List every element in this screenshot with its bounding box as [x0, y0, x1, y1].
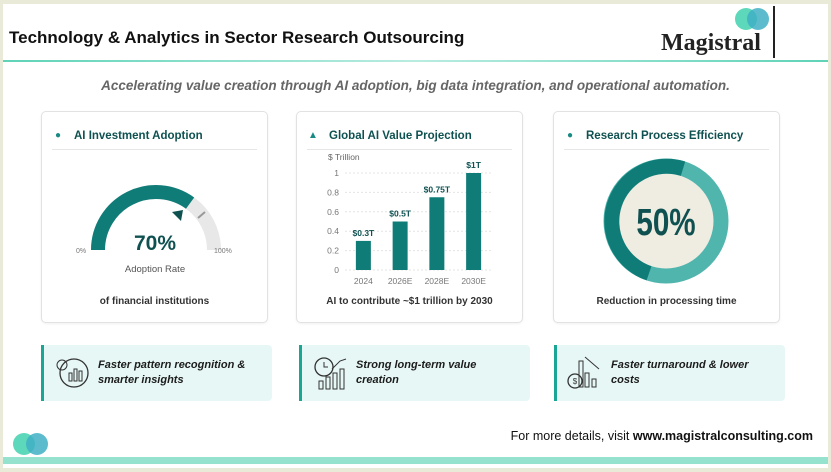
gauge-min-label: 0%	[76, 248, 86, 255]
data-label: $0.5T	[389, 209, 412, 219]
gauge-value: 70%	[134, 232, 176, 255]
card-title: AI Investment Adoption	[74, 129, 203, 142]
highlight-text: Strong long-term value creation	[356, 359, 477, 386]
highlight-pattern-recognition: Faster pattern recognition & smarter ins…	[41, 345, 272, 401]
footer-more-details: For more details, visit www.magistralcon…	[511, 429, 813, 443]
footer-prefix: For more details, visit	[510, 429, 633, 443]
donut-value: 50%	[636, 202, 695, 244]
card-ai-investment-adoption: ● AI Investment Adoption 70% Adoption Rat…	[41, 111, 268, 323]
y-tick-label: 0.6	[327, 207, 339, 217]
droplet-icon: ●	[566, 130, 574, 141]
highlight-text: Faster pattern recognition & smarter ins…	[98, 359, 246, 386]
logo-circle-blue	[747, 8, 769, 30]
highlight-text: Faster turnaround & lower costs	[611, 359, 749, 386]
data-label: $0.3T	[353, 228, 376, 238]
gauge-marker	[172, 210, 183, 221]
highlight-long-term-value: Strong long-term value creation	[299, 345, 530, 401]
y-tick-label: 0.4	[327, 226, 339, 236]
gauge-max-label: 100%	[214, 248, 232, 255]
footer-bar	[3, 457, 828, 464]
clock-growth-icon	[314, 357, 347, 390]
magistral-logo: Magistral	[660, 6, 780, 58]
subtitle: Accelerating value creation through AI a…	[101, 78, 730, 93]
header-divider	[3, 60, 828, 62]
y-tick-label: 0	[334, 265, 339, 275]
data-label: $1T	[466, 160, 481, 170]
highlight-faster-turnaround: $ Faster turnaround & lower costs	[554, 345, 785, 401]
x-tick-label: 2026E	[388, 276, 413, 286]
bar-2024	[355, 240, 371, 270]
x-tick-label: 2030E	[461, 276, 486, 286]
y-axis-label: $ Trillion	[328, 152, 360, 162]
ai-value-bar-chart: $ Trillion 0 0.2 0.4 0.6 0.8 1 $0.3T 2024 $0.5T 2…	[327, 152, 492, 286]
data-label: $0.75T	[424, 184, 451, 194]
cost-reduction-icon: $	[567, 356, 600, 389]
logo-divider	[773, 6, 775, 58]
card-title: Research Process Efficiency	[586, 129, 744, 142]
efficiency-donut: 50%	[603, 158, 729, 284]
card-global-ai-value: ▲ Global AI Value Projection $ Trillion 0…	[296, 111, 523, 323]
gauge-label: Adoption Rate	[125, 264, 185, 275]
bar-2030E	[466, 173, 482, 270]
donut-center	[611, 166, 721, 276]
brain-chart-icon	[56, 358, 89, 388]
hand-coin-icon: ▲	[308, 130, 318, 141]
adoption-gauge: 70% Adoption Rate 0% 100%	[76, 185, 232, 275]
y-tick-label: 1	[334, 168, 339, 178]
website-link[interactable]: www.magistralconsulting.com	[632, 429, 813, 443]
robot-icon: ●	[54, 130, 62, 141]
donut-fill	[604, 158, 686, 281]
bar-2026E	[392, 221, 408, 270]
gauge-tick	[197, 211, 206, 219]
card-research-process-efficiency: ● Research Process Efficiency 50% Reducti…	[553, 111, 780, 323]
gauge-fill	[91, 185, 195, 251]
x-tick-label: 2028E	[425, 276, 450, 286]
card-footer: of financial institutions	[99, 296, 210, 307]
card-footer: Reduction in processing time	[596, 296, 737, 307]
page-title: Technology & Analytics in Sector Researc…	[9, 28, 465, 47]
card-footer: AI to contribute ~$1 trillion by 2030	[326, 296, 493, 307]
card-title: Global AI Value Projection	[329, 129, 472, 142]
bar-2028E	[429, 197, 445, 270]
y-tick-label: 0.2	[327, 246, 339, 256]
svg-text:$: $	[573, 377, 578, 386]
logo-text: Magistral	[661, 30, 761, 56]
y-tick-label: 0.8	[327, 187, 339, 197]
x-tick-label: 2024	[354, 276, 373, 286]
